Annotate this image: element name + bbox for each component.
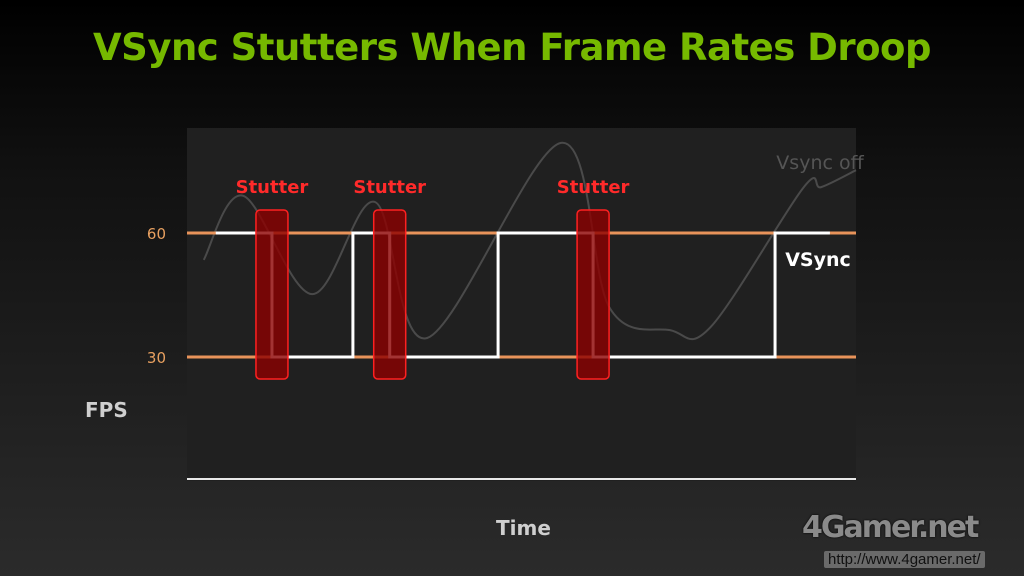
plot-area xyxy=(187,128,856,481)
stutter-label: Stutter xyxy=(353,177,426,198)
series-vsync-off-line xyxy=(202,141,857,341)
watermark-url: http://www.4gamer.net/ xyxy=(824,551,985,568)
stutter-highlight-box xyxy=(372,209,407,380)
y-tick-label: 30 xyxy=(147,349,166,367)
stutter-highlight-box xyxy=(576,209,610,380)
stutter-label: Stutter xyxy=(557,177,630,198)
legend-vsync: VSync xyxy=(785,249,851,271)
watermark-logo: 4Gamer.net xyxy=(802,510,979,545)
legend-vsync-off: Vsync off xyxy=(776,152,864,174)
y-axis-label: FPS xyxy=(85,398,128,422)
y-tick-label: 60 xyxy=(147,225,166,243)
slide-title: VSync Stutters When Frame Rates Droop xyxy=(93,26,931,69)
stutter-label: Stutter xyxy=(236,177,309,198)
x-axis-label: Time xyxy=(496,516,551,540)
stutter-highlight-box xyxy=(255,209,289,380)
